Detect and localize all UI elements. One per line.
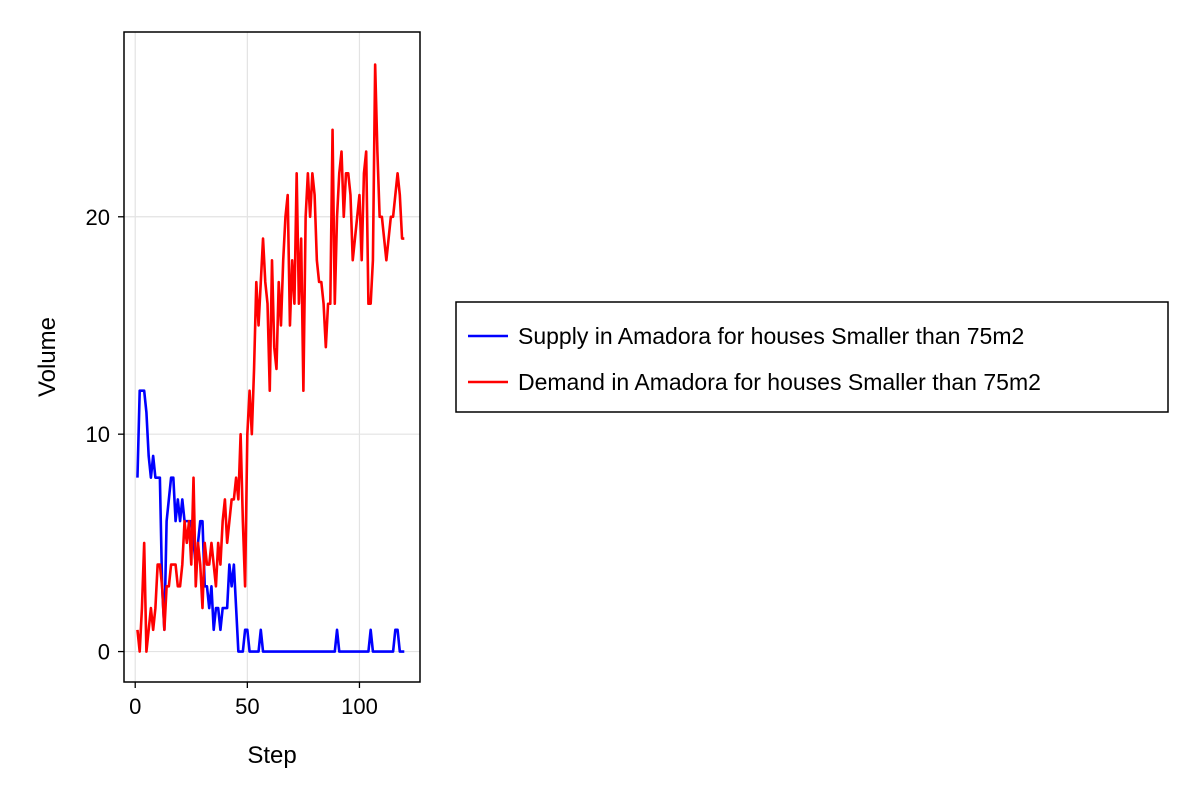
series-line-supply bbox=[136, 389, 405, 653]
legend: Supply in Amadora for houses Smaller tha… bbox=[455, 301, 1169, 413]
x-axis-label: Step bbox=[247, 742, 296, 769]
y-tick-label: 20 bbox=[86, 205, 110, 230]
series-lines bbox=[136, 63, 405, 653]
y-axis-label: Volume bbox=[34, 317, 61, 397]
grid-lines bbox=[124, 32, 420, 682]
legend-box bbox=[455, 301, 1169, 413]
y-tick-label: 0 bbox=[98, 640, 110, 665]
series-line-demand bbox=[136, 63, 405, 653]
plot-frame bbox=[123, 31, 421, 683]
x-tick-label: 50 bbox=[235, 694, 259, 719]
y-tick-label: 10 bbox=[86, 422, 110, 447]
legend-label-supply: Supply in Amadora for houses Smaller tha… bbox=[518, 323, 1024, 349]
x-tick-label: 100 bbox=[341, 694, 378, 719]
x-tick-label: 0 bbox=[129, 694, 141, 719]
axis-ticks: 0 50 100 0 10 20 bbox=[86, 205, 378, 719]
legend-label-demand: Demand in Amadora for houses Smaller tha… bbox=[518, 369, 1041, 395]
